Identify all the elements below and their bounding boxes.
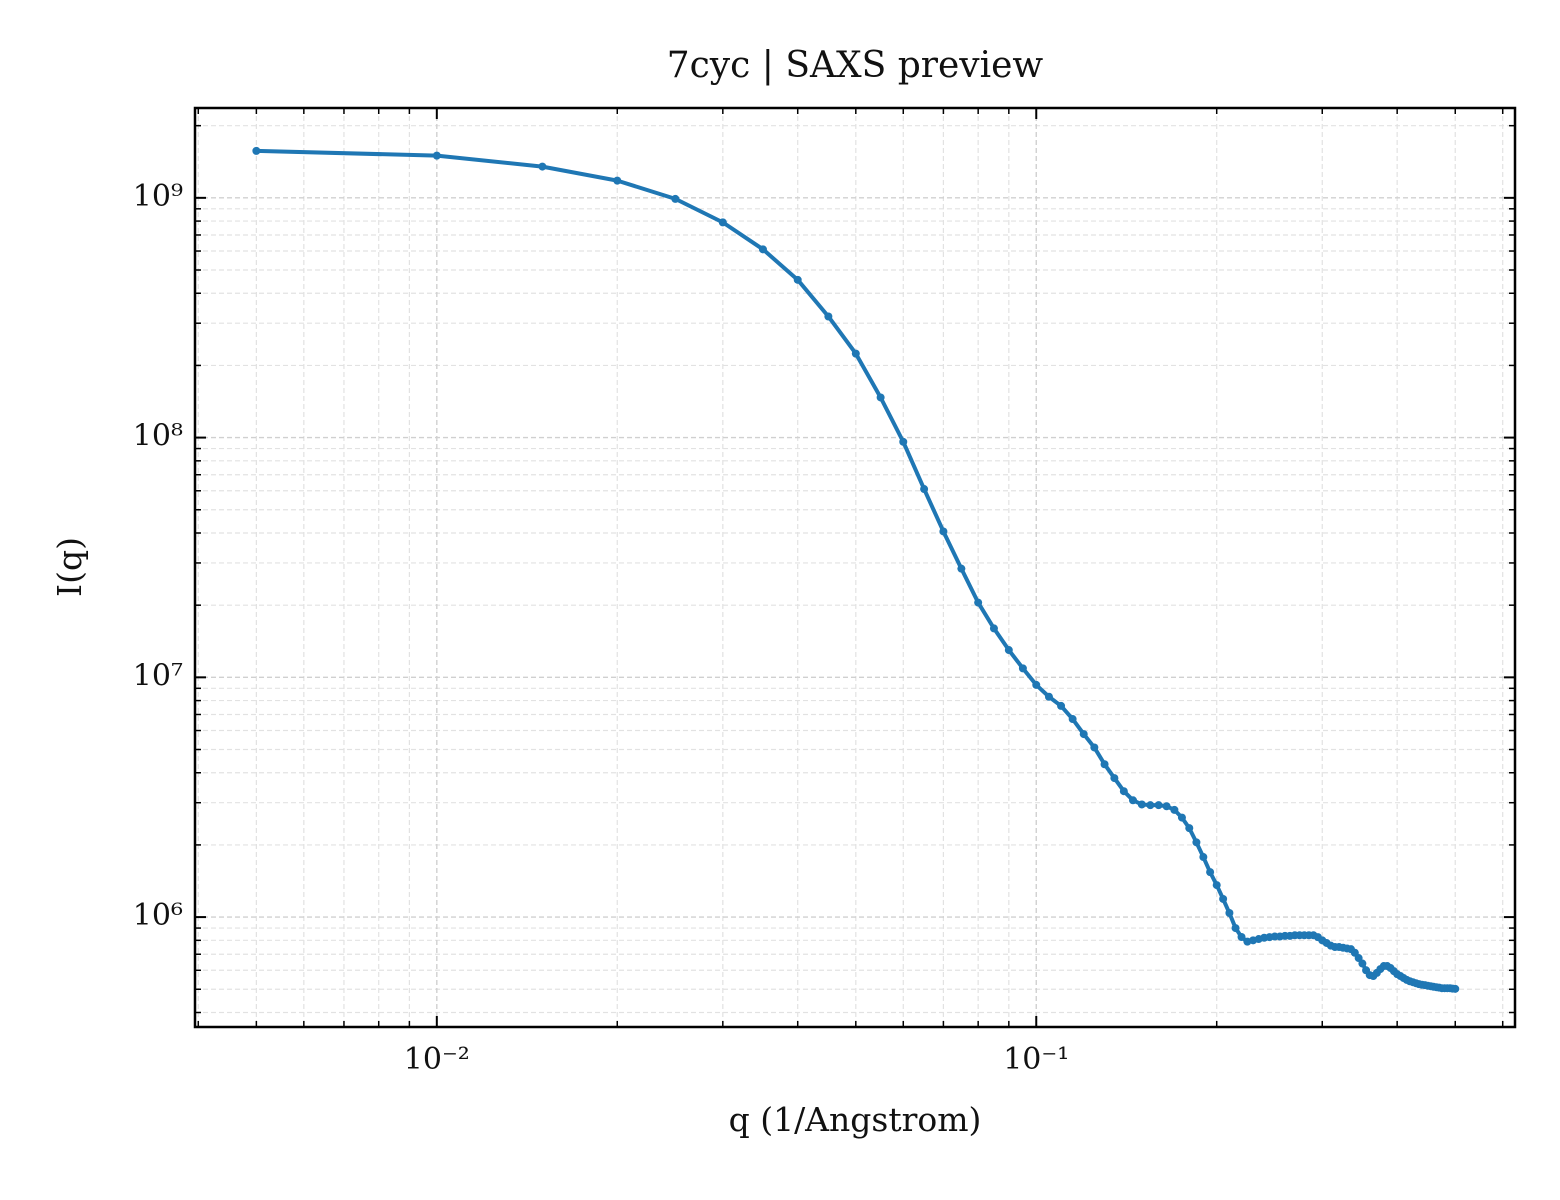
data-point [1128,796,1137,805]
y-tick-label: 10⁹ [133,179,183,214]
data-point [1044,692,1053,701]
data-point [876,393,885,402]
data-point [824,312,833,321]
data-point [1358,959,1367,968]
data-point [1032,680,1041,689]
data-point [1079,730,1088,739]
data-point [1100,760,1109,769]
data-point [1110,774,1119,783]
data-point [613,176,622,185]
data-point [1206,868,1215,877]
data-point [1185,824,1194,833]
data-point [252,146,261,155]
data-point [1192,838,1201,847]
data-point [989,624,998,633]
data-point [1146,801,1155,810]
data-point [1004,646,1013,655]
data-point [957,564,966,573]
data-point [974,598,983,607]
y-tick-label: 10⁸ [133,419,183,454]
x-tick-label: 10⁻² [404,1042,470,1077]
data-point [1199,853,1208,862]
data-point [1212,881,1221,890]
data-point [1154,801,1163,810]
data-point [1170,805,1179,814]
data-point [793,275,802,284]
data-point [1119,787,1128,796]
y-tick-label: 10⁶ [133,898,183,933]
data-point [851,349,860,358]
chart-title: 7cyc | SAXS preview [667,45,1044,86]
data-point [939,527,948,536]
data-point [920,485,929,494]
data-point [1137,800,1146,809]
data-point [671,194,680,203]
x-axis-label: q (1/Angstrom) [729,1100,982,1139]
y-tick-label: 10⁷ [133,658,183,693]
data-point [1237,932,1246,941]
data-point [758,245,767,254]
grid [195,108,1515,1027]
data-point [899,437,908,446]
data-point [1231,924,1240,933]
data-point [718,218,727,227]
data-point [1451,984,1460,993]
plot-frame [193,106,1517,1029]
data-point [1057,701,1066,710]
data-point [1090,743,1099,752]
data-point [1177,813,1186,822]
data-point [1219,894,1228,903]
data-point [432,151,441,160]
plot [252,146,1460,993]
data-point [1018,664,1027,673]
data-point [1162,802,1171,811]
y-axis-label: I(q) [50,537,89,597]
data-point [1068,715,1077,724]
data-point [1225,909,1234,918]
x-tick-label: 10⁻¹ [1003,1042,1069,1077]
data-point [538,162,547,171]
